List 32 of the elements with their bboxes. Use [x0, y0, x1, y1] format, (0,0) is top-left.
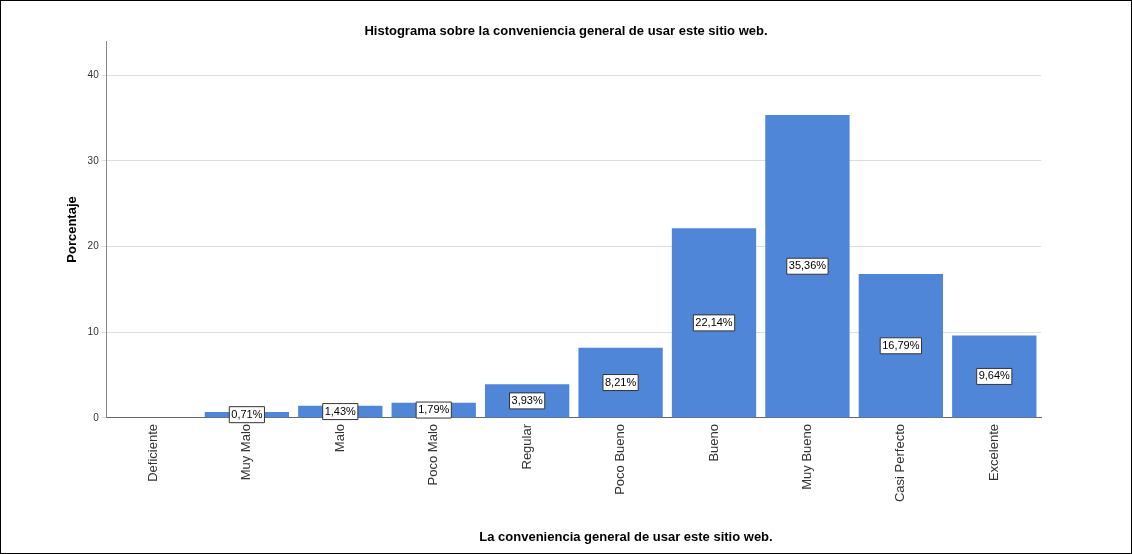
data-label: 9,64%	[978, 369, 1011, 382]
x-tick-label: Malo	[331, 423, 347, 453]
y-tick-label: 40	[87, 69, 100, 81]
chart-title: Histograma sobre la conveniencia general de usar este sitio web.	[363, 23, 769, 38]
x-tick-label: Excelente	[985, 423, 1001, 482]
y-tick-label: 0	[93, 411, 100, 423]
data-label: 35,36%	[788, 259, 827, 272]
x-axis-title: La conveniencia general de usar este sitio web.	[478, 529, 774, 544]
y-tick-label: 20	[87, 240, 100, 252]
x-tick-label: Muy Bueno	[799, 423, 815, 490]
data-label: 1,43%	[324, 404, 357, 417]
x-tick-label: Deficiente	[145, 423, 161, 482]
data-label: 16,79%	[882, 338, 920, 351]
x-tick-label: Poco Bueno	[612, 423, 628, 495]
data-label: 0,71%	[231, 407, 263, 420]
y-tick-label: 10	[87, 326, 100, 338]
x-tick-label: Casi Perfecto	[892, 423, 908, 503]
bar	[858, 274, 944, 418]
x-tick-label: Regular	[518, 423, 534, 470]
bar	[765, 115, 850, 418]
data-label: 1,79%	[418, 403, 450, 416]
x-tick-label: Bueno	[705, 423, 721, 462]
y-axis-title: Porcentaje	[64, 196, 80, 263]
bar	[952, 335, 1037, 418]
data-label: 22,14%	[695, 315, 733, 328]
y-tick-label: 30	[87, 154, 100, 166]
x-tick-label: Poco Malo	[425, 423, 441, 486]
x-tick-label: Muy Malo	[238, 423, 254, 481]
bar	[671, 228, 757, 418]
bar	[578, 347, 663, 418]
data-label: 8,21%	[604, 375, 637, 388]
data-label: 3,93%	[511, 393, 543, 406]
